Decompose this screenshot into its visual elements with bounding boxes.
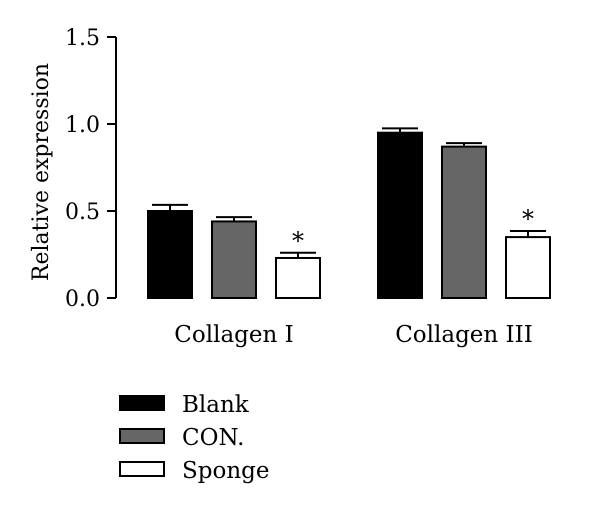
legend-label: Blank [182, 392, 250, 418]
x-axis: Collagen I Collagen III [174, 322, 533, 348]
y-tick-label: 0.5 [65, 200, 100, 225]
bar-con-collagen-iii [441, 145, 487, 299]
y-axis: 0.0 0.5 1.0 1.5 [65, 26, 117, 312]
legend-label: Sponge [182, 458, 269, 484]
y-axis-title: Relative expression [29, 63, 54, 281]
significance-marker: * [522, 205, 534, 233]
legend-label: CON. [182, 425, 244, 451]
bar-sponge-collagen-iii [505, 236, 551, 300]
legend-swatch-sponge [119, 461, 165, 477]
x-category-label: Collagen I [174, 322, 293, 348]
significance-marker: * [292, 227, 304, 255]
legend-swatch-blank [119, 395, 165, 411]
bar-blank-collagen-i [147, 210, 193, 299]
bar-sponge-collagen-i [275, 256, 321, 300]
bars: ** [147, 127, 551, 300]
bar-blank-collagen-iii [377, 131, 423, 299]
y-tick-label: 1.5 [65, 26, 100, 51]
y-tick-label: 1.0 [65, 113, 100, 138]
bar-con-collagen-i [211, 220, 257, 299]
x-category-label: Collagen III [395, 322, 533, 348]
legend: Blank CON. Sponge [119, 392, 269, 484]
y-tick-label: 0.0 [65, 287, 100, 312]
legend-swatch-con [119, 428, 165, 444]
